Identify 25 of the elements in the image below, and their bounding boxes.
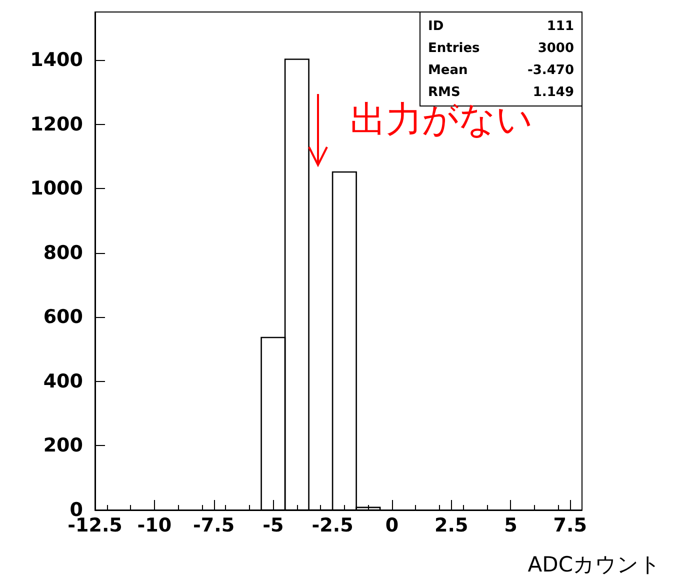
x-tick-label: -2.5 — [312, 514, 354, 536]
annotation: Entries — [428, 41, 480, 56]
x-tick-label: 5 — [504, 514, 518, 536]
x-tick-label: 0 — [385, 514, 399, 536]
x-tick-label: -7.5 — [193, 514, 235, 536]
annotation: 出力がない — [350, 100, 533, 140]
y-tick-label: 1200 — [30, 113, 83, 136]
y-tick-label: 400 — [43, 370, 83, 392]
annotation: Mean — [428, 63, 468, 78]
x-tick-label: 7.5 — [553, 514, 587, 536]
x-axis-title: ADCカウント — [528, 552, 662, 576]
annotation: -3.470 — [527, 63, 574, 78]
x-tick-label: -5 — [262, 514, 284, 536]
y-tick-label: 600 — [43, 306, 83, 328]
annotation: 1.149 — [532, 85, 574, 100]
x-tick-label: -10 — [137, 514, 172, 536]
annotation: 3000 — [538, 41, 574, 56]
y-tick-label: 200 — [43, 434, 83, 457]
annotation: 111 — [546, 19, 574, 34]
annotation: ID — [428, 19, 444, 34]
y-tick-label: 1400 — [30, 49, 83, 72]
annotation: RMS — [428, 85, 460, 100]
y-tick-label: 800 — [43, 242, 83, 264]
x-tick-label: 2.5 — [434, 514, 468, 536]
y-tick-label: 1000 — [30, 178, 83, 200]
